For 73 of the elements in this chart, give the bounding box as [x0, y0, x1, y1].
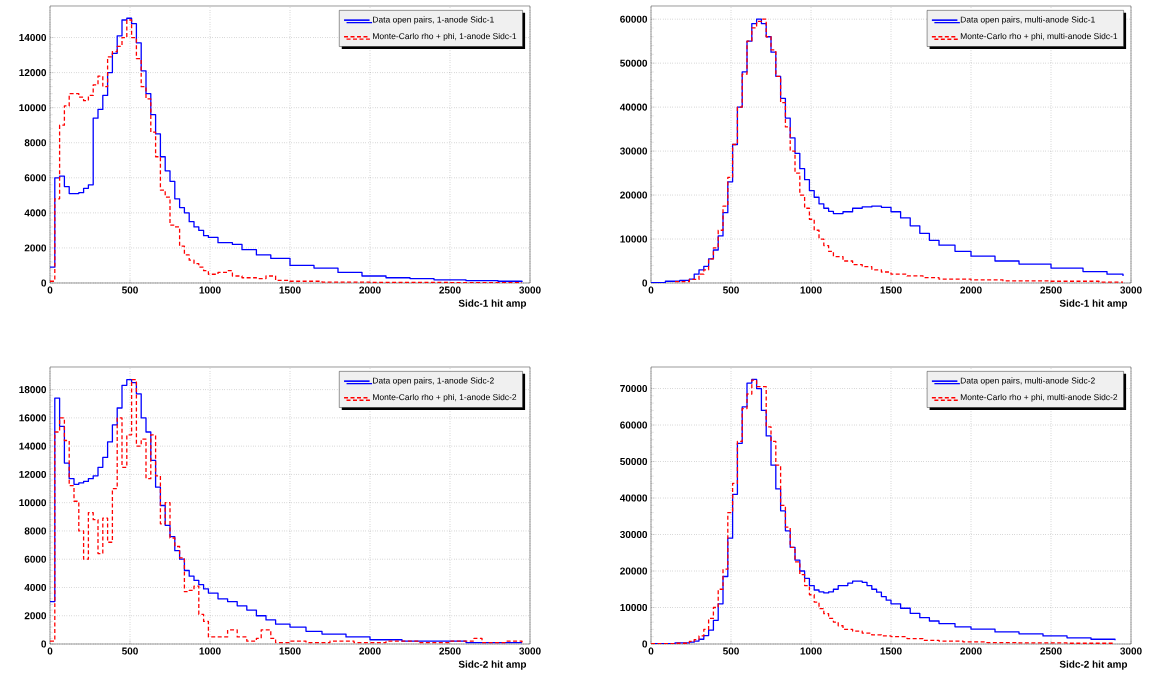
- y-tick-label: 14000: [19, 442, 47, 450]
- legend-label: Monte-Carlo rho + phi, 1-anode Sidc-2: [373, 393, 517, 402]
- x-tick-label: 2000: [960, 647, 982, 655]
- x-axis-title: Sidc-1 hit amp: [1059, 299, 1128, 309]
- y-tick-label: 20000: [620, 567, 648, 575]
- y-tick-label: 40000: [619, 103, 648, 111]
- x-tick-label: 2500: [439, 647, 461, 655]
- legend-label: Data open pairs, 1-anode Sidc-1: [373, 16, 494, 25]
- x-tick-label: 1000: [199, 286, 221, 294]
- y-tick-label: 30000: [620, 147, 648, 155]
- y-tick-label: 40000: [619, 494, 648, 502]
- y-tick-label: 0: [41, 279, 47, 287]
- y-tick-label: 0: [642, 640, 648, 648]
- legend-label: Monte-Carlo rho + phi, multi-anode Sidc-2: [960, 393, 1118, 402]
- x-tick-label: 2500: [1040, 647, 1062, 655]
- x-tick-label: 0: [47, 286, 53, 294]
- x-tick-label: 2000: [359, 647, 381, 655]
- x-tick-label: 500: [723, 286, 739, 294]
- y-tick-label: 30000: [620, 530, 648, 539]
- x-axis-title: Sidc-2 hit amp: [458, 660, 527, 670]
- y-tick-label: 8000: [24, 139, 47, 147]
- y-tick-label: 0: [642, 279, 648, 287]
- x-tick-label: 1500: [880, 647, 902, 655]
- x-tick-label: 1000: [199, 647, 221, 655]
- x-tick-label: 1000: [800, 286, 822, 294]
- y-tick-label: 16000: [19, 414, 47, 422]
- legend-label: Monte-Carlo rho + phi, 1-anode Sidc-1: [373, 32, 517, 41]
- x-tick-label: 500: [723, 647, 739, 655]
- x-tick-label: 3000: [1120, 647, 1142, 655]
- y-tick-label: 50000: [620, 59, 648, 67]
- x-tick-label: 0: [648, 647, 654, 655]
- x-tick-label: 1500: [279, 647, 301, 655]
- y-tick-label: 60000: [620, 421, 648, 429]
- x-tick-label: 3000: [519, 286, 541, 294]
- y-tick-label: 4000: [24, 583, 47, 591]
- y-tick-label: 0: [41, 640, 47, 648]
- y-tick-label: 50000: [620, 458, 648, 466]
- y-tick-label: 14000: [19, 34, 47, 42]
- x-tick-label: 2000: [960, 286, 982, 294]
- x-tick-label: 1500: [279, 286, 301, 294]
- x-tick-label: 1500: [880, 286, 902, 294]
- x-tick-label: 2500: [439, 286, 461, 294]
- y-tick-label: 12000: [19, 69, 47, 77]
- x-tick-label: 1000: [800, 647, 822, 655]
- y-tick-label: 10000: [620, 235, 648, 243]
- y-tick-label: 2000: [24, 612, 47, 620]
- x-tick-label: 500: [122, 286, 138, 294]
- y-tick-label: 20000: [620, 191, 648, 199]
- y-tick-label: 10000: [19, 499, 47, 507]
- legend-label: Monte-Carlo rho + phi, multi-anode Sidc-1: [960, 32, 1118, 41]
- legend-label: Data open pairs, multi-anode Sidc-1: [960, 16, 1095, 25]
- x-tick-label: 2000: [359, 286, 381, 294]
- x-tick-label: 3000: [519, 647, 541, 655]
- x-axis-title: Sidc-1 hit amp: [458, 299, 527, 309]
- legend-label: Data open pairs, multi-anode Sidc-2: [960, 377, 1095, 386]
- x-tick-label: 500: [122, 647, 138, 655]
- x-tick-label: 0: [648, 286, 654, 294]
- y-tick-label: 2000: [24, 244, 47, 252]
- x-tick-label: 3000: [1120, 286, 1142, 294]
- y-tick-label: 6000: [24, 555, 47, 563]
- y-tick-label: 10000: [19, 104, 47, 112]
- y-tick-label: 18000: [19, 386, 47, 394]
- x-tick-label: 0: [47, 647, 53, 655]
- y-tick-label: 4000: [24, 209, 47, 217]
- y-tick-label: 8000: [24, 527, 47, 535]
- y-tick-label: 10000: [620, 603, 648, 612]
- y-tick-label: 12000: [19, 470, 47, 478]
- x-tick-label: 2500: [1040, 286, 1062, 294]
- y-tick-label: 60000: [620, 15, 648, 23]
- legend-label: Data open pairs, 1-anode Sidc-2: [373, 377, 494, 386]
- x-axis-title: Sidc-2 hit amp: [1059, 660, 1128, 670]
- y-tick-label: 70000: [620, 385, 648, 393]
- y-tick-label: 6000: [24, 174, 47, 182]
